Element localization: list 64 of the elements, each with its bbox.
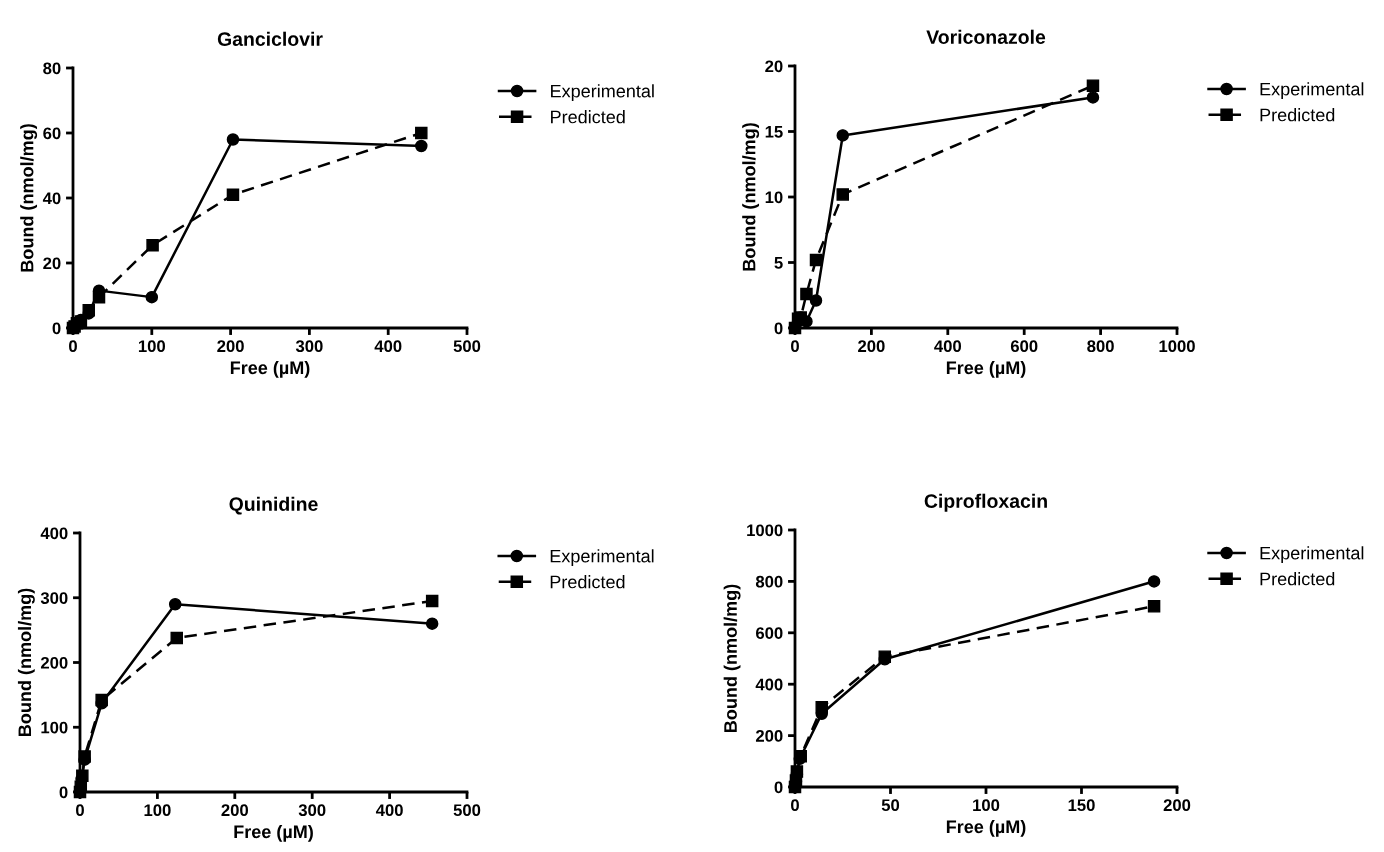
x-tick-label: 300 xyxy=(295,340,323,353)
y-tick-label: 600 xyxy=(756,627,783,639)
x-tick-label: 0 xyxy=(76,804,84,817)
x-tick-label: 100 xyxy=(138,340,166,353)
y-tick-label: 400 xyxy=(40,527,68,540)
x-axis-title: Free (µM) xyxy=(234,824,313,842)
x-tick-label: 0 xyxy=(791,340,799,353)
x-tick-label: 100 xyxy=(144,804,171,817)
legend-label: Experimental xyxy=(551,84,654,102)
x-tick-label: 500 xyxy=(453,340,481,353)
x-tick-label: 100 xyxy=(973,799,1000,812)
legend-label: Experimental xyxy=(1260,546,1364,564)
chart-title: Ganciclovir xyxy=(217,31,323,46)
y-tick-label: 20 xyxy=(765,60,783,73)
y-tick-label: 15 xyxy=(765,126,783,138)
x-tick-label: 200 xyxy=(217,340,244,353)
y-tick-label: 300 xyxy=(40,592,68,604)
x-tick-label: 200 xyxy=(858,340,885,353)
y-tick-label: 10 xyxy=(765,191,783,204)
y-tick-label: 20 xyxy=(43,257,61,270)
y-tick-label: 5 xyxy=(774,257,783,269)
x-tick-label: 400 xyxy=(934,340,962,353)
x-axis-title: Free (µM) xyxy=(946,360,1026,378)
y-tick-label: 100 xyxy=(41,721,68,734)
y-tick-label: 800 xyxy=(755,575,783,588)
x-tick-label: 1000 xyxy=(1159,340,1195,353)
legend-label: Experimental xyxy=(1260,82,1364,100)
y-tick-label: 0 xyxy=(774,781,783,794)
y-axis-title: Bound (nmol/mg) xyxy=(17,588,35,736)
x-tick-label: 400 xyxy=(374,340,402,353)
x-tick-label: 50 xyxy=(881,799,900,812)
x-tick-label: 600 xyxy=(1010,340,1038,353)
y-axis-title: Bound (nmol/mg) xyxy=(20,124,38,272)
x-axis-title: Free (µM) xyxy=(230,360,310,378)
x-tick-label: 300 xyxy=(298,804,326,817)
x-tick-label: 200 xyxy=(1163,799,1191,812)
x-tick-label: 400 xyxy=(375,804,403,817)
y-tick-label: 60 xyxy=(43,127,61,140)
x-tick-label: 150 xyxy=(1068,799,1095,812)
y-tick-label: 1000 xyxy=(747,524,783,537)
x-tick-label: 0 xyxy=(69,340,77,353)
legend-label: Predicted xyxy=(551,110,625,124)
y-tick-label: 200 xyxy=(40,656,68,669)
legend-label: Experimental xyxy=(550,549,654,567)
x-tick-label: 500 xyxy=(453,804,481,817)
y-tick-label: 80 xyxy=(43,62,61,75)
chart-title: Quinidine xyxy=(229,496,318,515)
y-tick-label: 0 xyxy=(774,322,783,335)
y-axis-title: Bound (nmol/mg) xyxy=(742,123,760,271)
y-axis-title: Bound (nmol/mg) xyxy=(723,584,741,732)
legend-label: Predicted xyxy=(550,575,625,589)
legend-label: Predicted xyxy=(1260,108,1335,122)
y-tick-label: 0 xyxy=(59,786,68,799)
x-axis-title: Free (µM) xyxy=(946,819,1026,837)
y-tick-label: 400 xyxy=(755,678,783,691)
x-tick-label: 800 xyxy=(1087,340,1114,353)
y-tick-label: 200 xyxy=(755,730,783,742)
chart-title: Ciprofloxacin xyxy=(924,493,1047,512)
y-tick-label: 40 xyxy=(42,192,61,205)
chart-title: Voriconazole xyxy=(926,29,1046,44)
y-tick-label: 0 xyxy=(52,322,61,335)
x-tick-label: 200 xyxy=(221,804,249,817)
legend-label: Predicted xyxy=(1260,572,1335,586)
x-tick-label: 0 xyxy=(791,799,799,812)
